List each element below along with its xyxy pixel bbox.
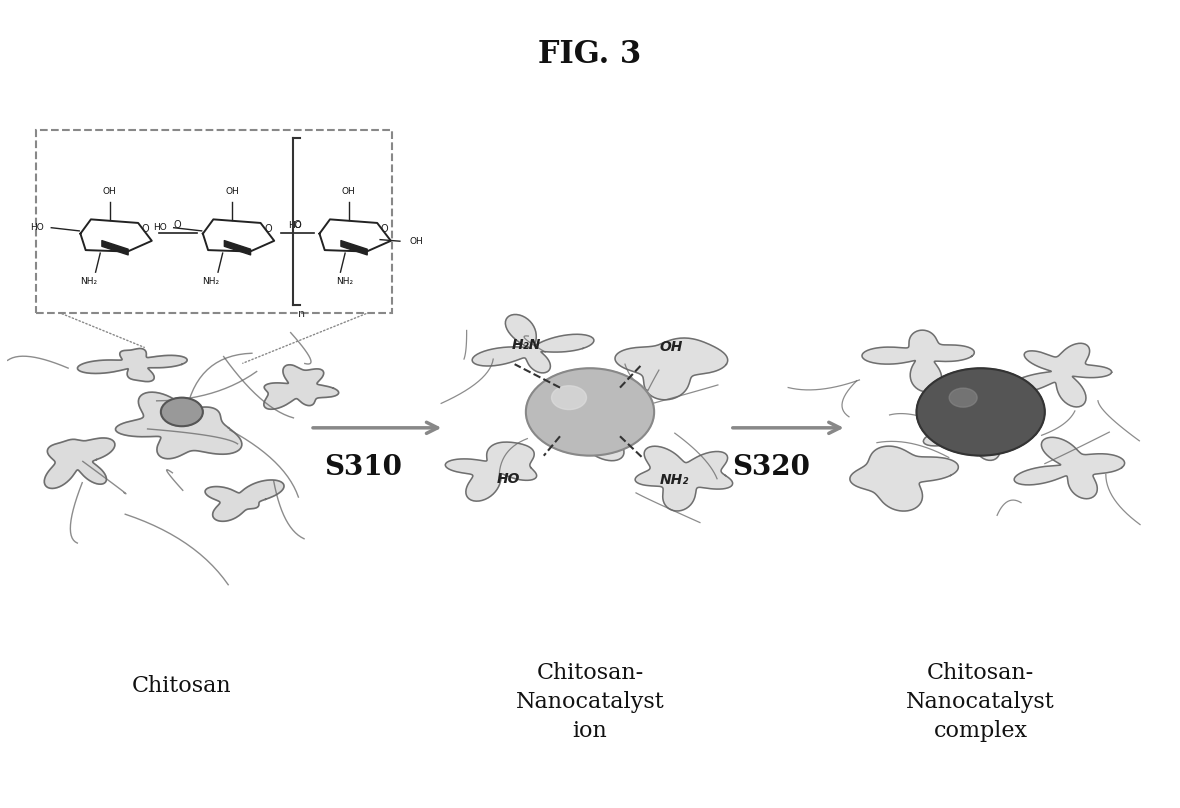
Polygon shape [553, 392, 629, 461]
Polygon shape [203, 219, 274, 251]
Text: O: O [264, 224, 271, 234]
Text: OH: OH [342, 187, 355, 196]
Circle shape [160, 398, 203, 427]
Text: OH: OH [225, 187, 238, 196]
Text: O: O [142, 224, 150, 234]
Polygon shape [635, 446, 733, 511]
Text: n: n [299, 309, 306, 318]
Text: OH: OH [103, 187, 117, 196]
Circle shape [526, 368, 654, 456]
Polygon shape [116, 392, 242, 459]
Text: OH: OH [660, 340, 683, 354]
Polygon shape [861, 330, 975, 392]
Text: NH₂: NH₂ [660, 473, 689, 487]
Polygon shape [320, 219, 391, 251]
Text: NH₂: NH₂ [336, 277, 354, 286]
Polygon shape [45, 438, 114, 489]
Text: NH₂: NH₂ [203, 277, 219, 286]
Text: HO: HO [288, 221, 302, 229]
Circle shape [917, 368, 1044, 456]
Text: NH₂: NH₂ [80, 277, 97, 286]
Text: S310: S310 [323, 454, 401, 481]
Polygon shape [923, 396, 1037, 461]
Circle shape [551, 385, 586, 410]
Polygon shape [78, 348, 188, 381]
Polygon shape [445, 442, 537, 501]
Text: OH: OH [409, 237, 422, 246]
Polygon shape [1014, 437, 1125, 499]
Text: O: O [381, 224, 388, 234]
Text: Chitosan-
Nanocatalyst
complex: Chitosan- Nanocatalyst complex [906, 662, 1055, 742]
Bar [37, 130, 392, 313]
Polygon shape [850, 446, 958, 511]
Polygon shape [264, 364, 339, 410]
Text: HO: HO [153, 223, 166, 232]
Text: S320: S320 [732, 454, 809, 481]
Text: FIG. 3: FIG. 3 [538, 39, 642, 69]
Text: HO: HO [497, 472, 520, 486]
Circle shape [949, 388, 977, 407]
Polygon shape [80, 219, 152, 251]
Text: O: O [173, 220, 182, 229]
Polygon shape [1007, 343, 1112, 407]
Polygon shape [472, 314, 594, 372]
Text: HO: HO [31, 223, 45, 232]
Text: O: O [294, 220, 301, 229]
Text: Chitosan: Chitosan [132, 675, 231, 697]
Text: Chitosan-
Nanocatalyst
ion: Chitosan- Nanocatalyst ion [516, 662, 664, 742]
Text: H₂N: H₂N [512, 339, 540, 352]
Polygon shape [615, 338, 728, 400]
Polygon shape [205, 480, 284, 521]
